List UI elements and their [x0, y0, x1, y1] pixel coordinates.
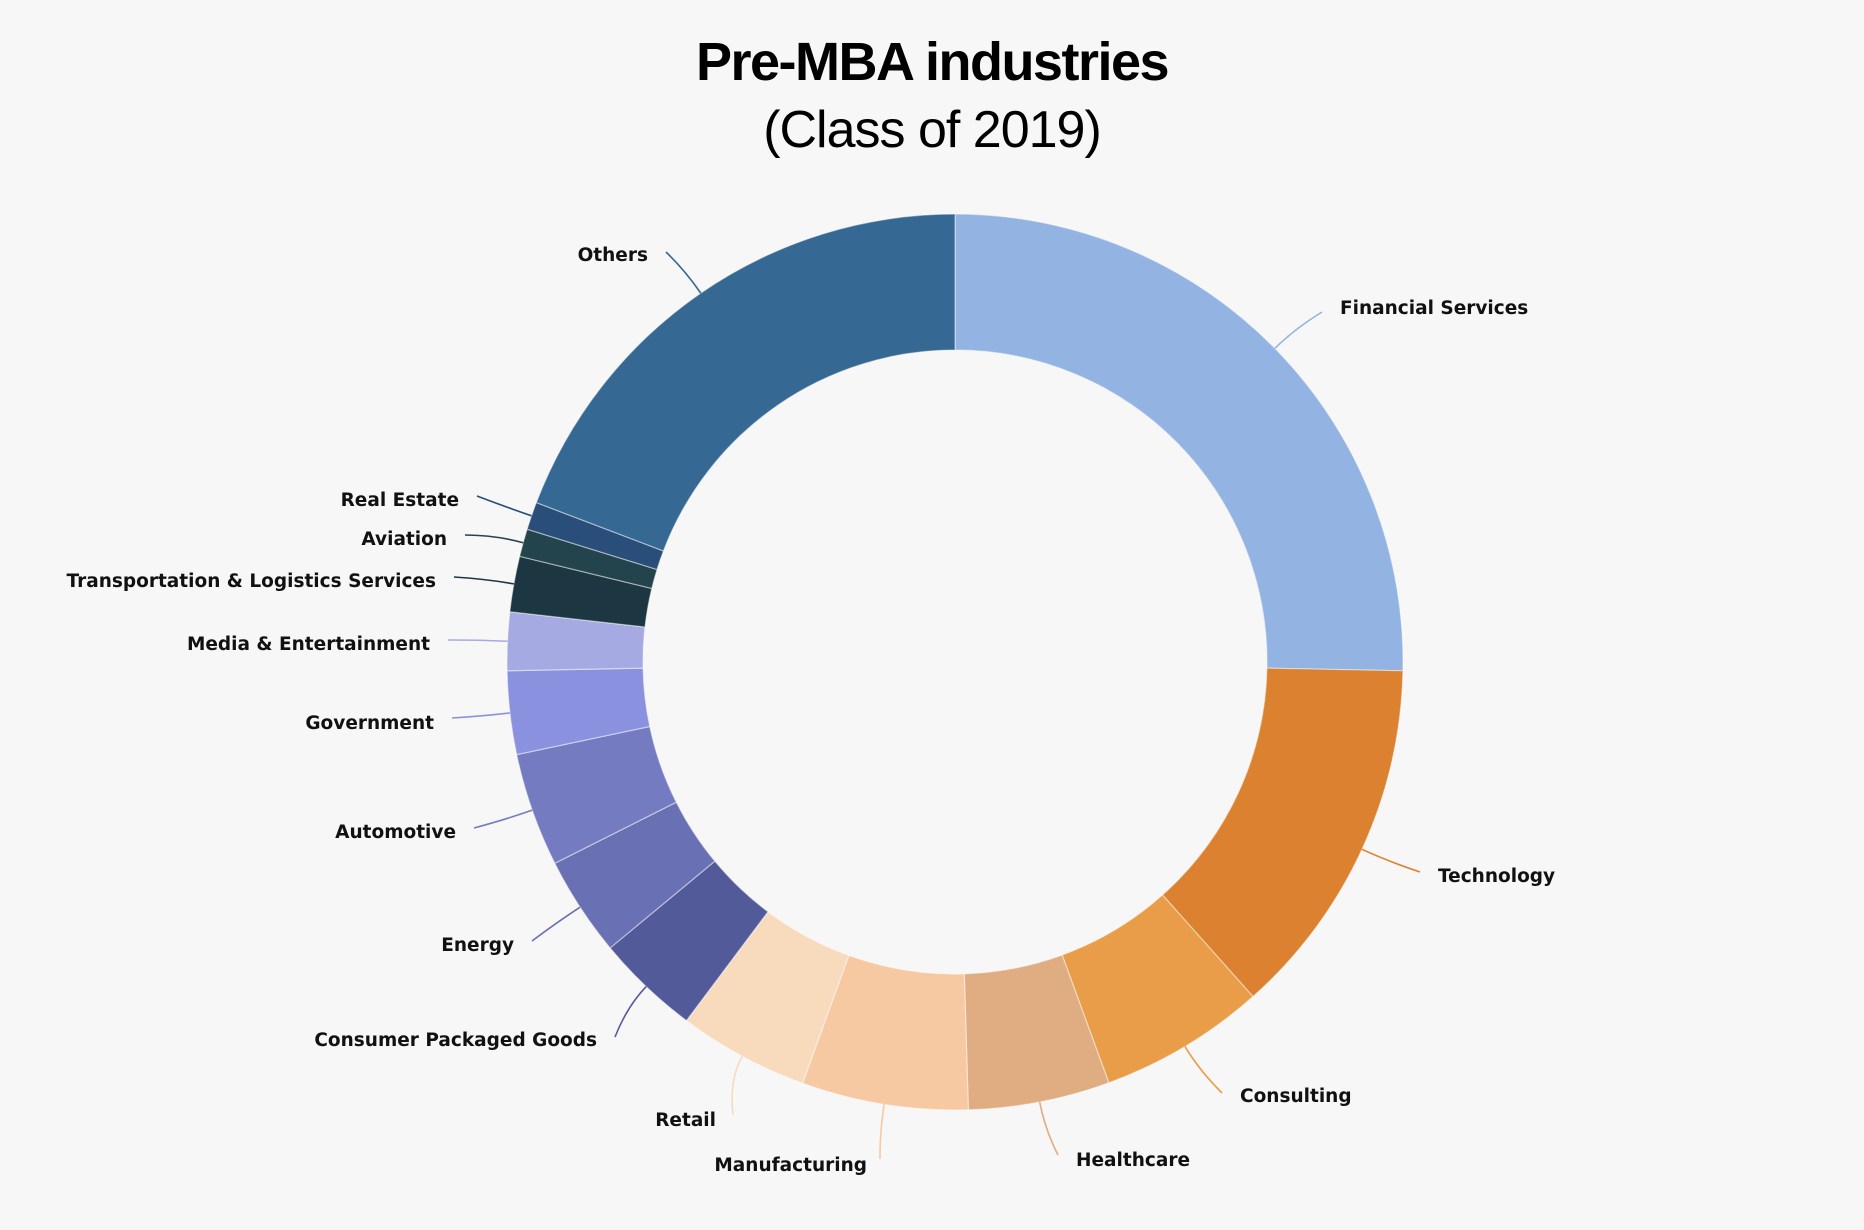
leader-line-consulting — [1184, 1046, 1223, 1094]
leader-line-automotive — [473, 809, 533, 829]
leader-line-aviation — [464, 534, 524, 544]
leader-line-consumer-packaged-goods — [614, 985, 647, 1038]
label-others: Others — [578, 245, 648, 266]
slice-technology[interactable] — [1161, 667, 1404, 998]
slice-financial-services[interactable] — [954, 213, 1404, 672]
leader-line-real-estate — [476, 495, 532, 517]
label-retail: Retail — [655, 1110, 716, 1131]
donut-slices — [506, 213, 1404, 1111]
label-real-estate: Real Estate — [341, 490, 459, 511]
label-consulting: Consulting — [1240, 1086, 1352, 1107]
label-manufacturing: Manufacturing — [714, 1155, 867, 1176]
leader-line-government — [451, 712, 510, 719]
slice-others[interactable] — [535, 213, 956, 552]
label-technology: Technology — [1438, 866, 1555, 887]
leader-line-technology — [1361, 848, 1421, 873]
slice-energy[interactable] — [553, 801, 716, 949]
label-media-and-entertainment: Media & Entertainment — [187, 634, 430, 655]
leader-line-healthcare — [1038, 1101, 1059, 1156]
chart-title: Pre-MBA industries — [695, 32, 1170, 92]
leader-line-others — [665, 251, 702, 294]
leader-lines — [447, 251, 1421, 1160]
label-government: Government — [305, 713, 434, 734]
label-financial-services: Financial Services — [1340, 298, 1528, 319]
slice-manufacturing[interactable] — [801, 954, 969, 1111]
leader-line-transportation-and-logistics-services — [453, 576, 515, 585]
label-consumer-packaged-goods: Consumer Packaged Goods — [314, 1030, 597, 1051]
leader-line-manufacturing — [879, 1104, 885, 1160]
leader-line-energy — [531, 906, 581, 942]
slice-labels: Financial Services Technology Consulting He… — [67, 245, 1556, 1176]
leader-line-retail — [731, 1055, 743, 1116]
leader-line-financial-services — [1274, 311, 1323, 349]
chart-subtitle: (Class of 2019) — [763, 101, 1102, 159]
slice-media-and-entertainment[interactable] — [506, 611, 646, 672]
slice-consulting[interactable] — [1061, 894, 1254, 1084]
label-transportation-and-logistics-services: Transportation & Logistics Services — [67, 571, 436, 592]
label-automotive: Automotive — [335, 822, 456, 843]
label-energy: Energy — [441, 935, 514, 956]
label-aviation: Aviation — [361, 529, 447, 550]
leader-line-media-and-entertainment — [447, 639, 508, 643]
label-healthcare: Healthcare — [1076, 1150, 1190, 1171]
